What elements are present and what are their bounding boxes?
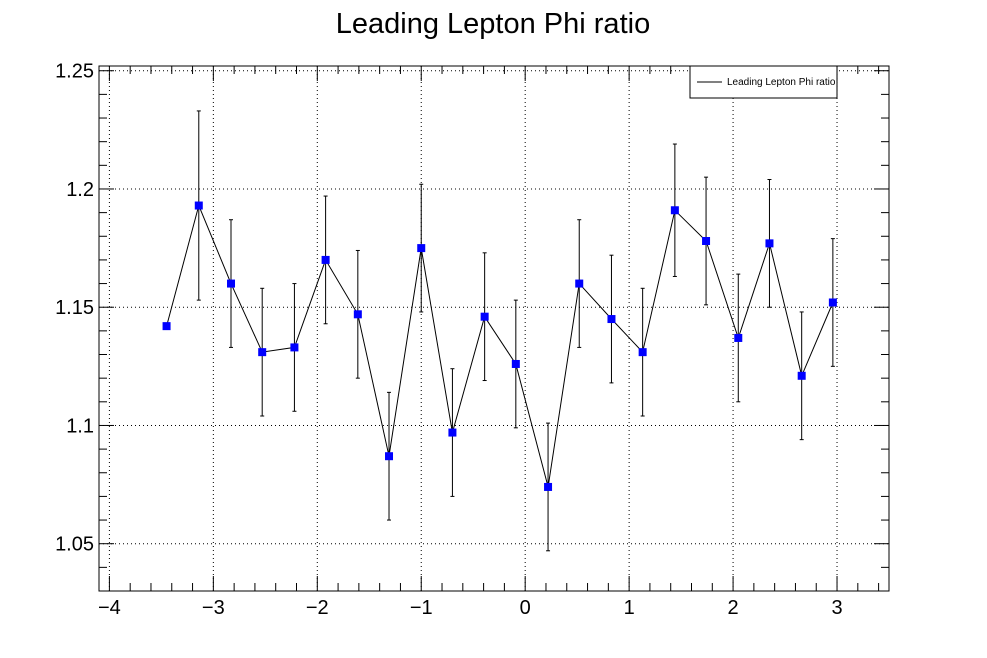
y-tick-label: 1.2 <box>66 179 94 201</box>
data-point <box>575 279 584 288</box>
chart-title: Leading Lepton Phi ratio <box>336 8 650 40</box>
data-point <box>734 333 743 342</box>
y-axis-tick-labels: 1.05 1.1 1.15 1.2 1.25 <box>55 61 94 556</box>
data-point <box>162 322 171 331</box>
data-point <box>607 315 616 324</box>
x-tick-label: −3 <box>202 597 225 619</box>
data-point <box>702 237 711 245</box>
series-line <box>166 203 834 488</box>
data-point <box>385 452 394 461</box>
data-point <box>290 343 299 352</box>
axis-ticks <box>99 66 889 592</box>
data-point <box>194 201 203 210</box>
x-tick-label: 1 <box>624 597 635 619</box>
x-tick-label: −2 <box>306 597 329 619</box>
legend-entry-label: Leading Lepton Phi ratio <box>727 77 836 88</box>
x-axis-tick-labels: −4 −3 −2 −1 0 1 2 3 <box>98 597 843 619</box>
grid <box>99 66 889 591</box>
y-tick-label: 1.15 <box>55 297 94 319</box>
data-point <box>321 255 330 264</box>
plot-frame <box>98 65 890 592</box>
data-point <box>797 371 806 380</box>
y-tick-label: 1.1 <box>66 415 94 437</box>
data-point <box>638 348 647 357</box>
data-point <box>227 279 236 288</box>
data-point <box>417 244 426 253</box>
x-tick-label: 0 <box>520 597 531 619</box>
data-point <box>480 312 489 321</box>
x-tick-label: 2 <box>728 597 739 619</box>
data-point <box>511 359 520 368</box>
data-point <box>828 298 837 307</box>
x-tick-label: −4 <box>98 597 121 619</box>
data-point <box>544 482 553 491</box>
data-series <box>162 110 837 552</box>
y-tick-label: 1.25 <box>55 61 94 83</box>
data-point <box>448 428 457 437</box>
data-point <box>258 348 267 357</box>
data-point <box>670 206 679 215</box>
y-tick-label: 1.05 <box>55 534 94 556</box>
data-point <box>765 239 774 248</box>
legend: Leading Lepton Phi ratio <box>689 65 838 99</box>
data-point <box>353 310 362 319</box>
x-tick-label: −1 <box>410 597 433 619</box>
x-tick-label: 3 <box>831 597 842 619</box>
